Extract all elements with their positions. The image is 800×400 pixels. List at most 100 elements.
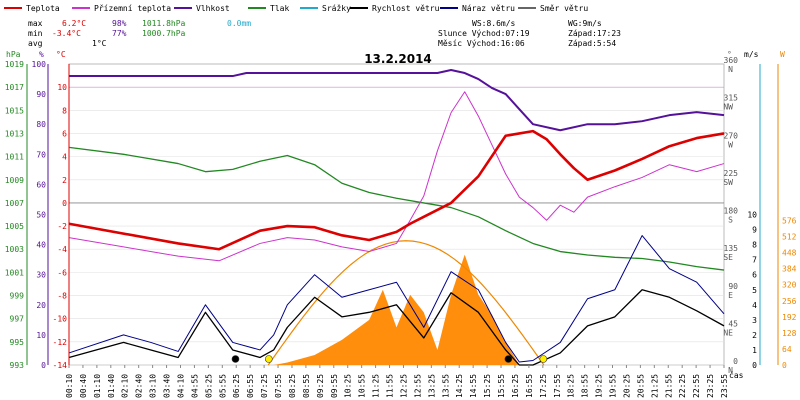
series-ground-temp: [68, 91, 725, 262]
tick-windspeed: 9: [752, 226, 757, 235]
tick-winddir: 360: [724, 56, 739, 65]
tick-winddir: 135: [724, 244, 739, 253]
time-label: 19:25: [595, 374, 604, 398]
time-label: 06:55: [246, 374, 255, 398]
time-label: 02:40: [135, 374, 144, 398]
axis-label-winddir: °: [727, 50, 732, 59]
tick-hpa: 993: [10, 361, 25, 370]
time-label: 09:25: [316, 374, 325, 398]
tick-celsius: 0: [62, 199, 67, 208]
stat-max-label: max: [28, 19, 43, 28]
tick-percent: 40: [36, 241, 46, 250]
tick-winddir-label: NE: [723, 328, 733, 337]
time-label: 16:55: [525, 374, 534, 398]
tick-hpa: 997: [10, 315, 25, 324]
tick-celsius: 2: [62, 176, 67, 185]
time-label: 16:25: [511, 374, 520, 398]
time-label: 23:55: [720, 374, 729, 398]
tick-winddir: 90: [728, 282, 738, 291]
tick-windspeed: 7: [752, 256, 757, 265]
legend-label: Rychlost větru: [372, 4, 440, 13]
tick-windspeed: 8: [752, 241, 757, 250]
time-label: 01:10: [93, 374, 102, 398]
stat-max-rain: 0.0mm: [227, 19, 251, 28]
tick-winddir-label: N: [728, 366, 733, 375]
time-label: 07:55: [274, 374, 283, 398]
tick-celsius: 8: [62, 106, 67, 115]
time-label: 00:40: [79, 374, 88, 398]
time-label: 18:25: [567, 374, 576, 398]
time-label: 03:40: [163, 374, 172, 398]
time-label: 22:55: [692, 374, 701, 398]
tick-solar: 256: [782, 297, 797, 306]
tick-winddir: 225: [724, 169, 739, 178]
tick-percent: 10: [36, 331, 46, 340]
tick-windspeed: 3: [752, 316, 757, 325]
tick-winddir: 270: [724, 131, 739, 140]
tick-windspeed: 0: [752, 361, 757, 370]
tick-hpa: 1003: [5, 245, 24, 254]
time-label: 18:55: [581, 374, 590, 398]
time-label: 08:55: [302, 374, 311, 398]
tick-celsius: -2: [57, 222, 67, 231]
info-block: WS:8.6m/s WG:9m/s Slunce Východ:07:19 Zá…: [438, 19, 621, 48]
tick-windspeed: 10: [747, 211, 757, 220]
plot-border: [68, 63, 725, 366]
tick-percent: 50: [36, 211, 46, 220]
tick-celsius: -12: [53, 338, 68, 347]
time-label: 04:55: [190, 374, 199, 398]
tick-hpa: 1015: [5, 106, 24, 115]
tick-percent: 70: [36, 150, 46, 159]
tick-percent: 100: [32, 60, 47, 69]
tick-hpa: 1019: [5, 60, 24, 69]
info-sun-set: Západ:17:23: [568, 29, 621, 38]
time-label: 09:55: [330, 374, 339, 398]
tick-winddir: 180: [724, 207, 739, 216]
time-label: 01:40: [107, 374, 116, 398]
tick-percent: 60: [36, 180, 46, 189]
time-label: 13:25: [427, 374, 436, 398]
series-temperature: [68, 129, 725, 251]
time-label: 20:55: [636, 374, 645, 398]
stat-min-label: min: [28, 29, 43, 38]
tick-windspeed: 2: [752, 331, 757, 340]
plot-grid: [68, 63, 725, 366]
tick-winddir-label: S: [728, 216, 733, 225]
tick-winddir-label: NW: [723, 103, 733, 112]
tick-solar: 128: [782, 329, 797, 338]
info-wg: WG:9m/s: [568, 19, 602, 28]
tick-hpa: 1013: [5, 129, 24, 138]
time-label: 21:25: [650, 374, 659, 398]
moon-marker: [504, 355, 513, 363]
stats-block: max 6.2°C 98% 1011.8hPa 0.0mm min -3.4°C…: [28, 19, 251, 48]
tick-solar: 576: [782, 217, 797, 226]
axis-label-percent: %: [39, 50, 44, 59]
stat-max-press: 1011.8hPa: [142, 19, 186, 28]
info-ws: WS:8.6m/s: [472, 19, 516, 28]
axis-label-windspeed: m/s: [744, 50, 759, 59]
time-label: 13:55: [441, 374, 450, 398]
tick-windspeed: 6: [752, 271, 757, 280]
legend-label: Náraz větru: [462, 4, 515, 13]
tick-percent: 0: [41, 361, 46, 370]
tick-windspeed: 1: [752, 346, 757, 355]
time-label: 11:55: [386, 374, 395, 398]
time-label: 14:25: [455, 374, 464, 398]
time-label: 02:10: [121, 374, 130, 398]
time-label: 08:25: [288, 374, 297, 398]
legend: Teplota Přízemní teplota Vlhkost Tlak Srážky…: [4, 4, 588, 13]
sun-marker: [264, 355, 273, 363]
legend-label: Směr větru: [540, 4, 588, 13]
tick-solar: 384: [782, 265, 797, 274]
time-label: 19:55: [609, 374, 618, 398]
time-label: 21:55: [664, 374, 673, 398]
tick-celsius: -8: [57, 292, 67, 301]
axis-label-celsius: °C: [56, 50, 66, 59]
axis-label-solar: W: [780, 50, 785, 59]
axis-label-hpa: hPa: [6, 50, 21, 59]
stat-min-temp: -3.4°C: [52, 29, 81, 38]
time-label: 17:55: [553, 374, 562, 398]
info-sun: Slunce Východ:07:19: [438, 29, 530, 38]
time-label: 10:55: [358, 374, 367, 398]
series-pressure: [68, 146, 725, 271]
